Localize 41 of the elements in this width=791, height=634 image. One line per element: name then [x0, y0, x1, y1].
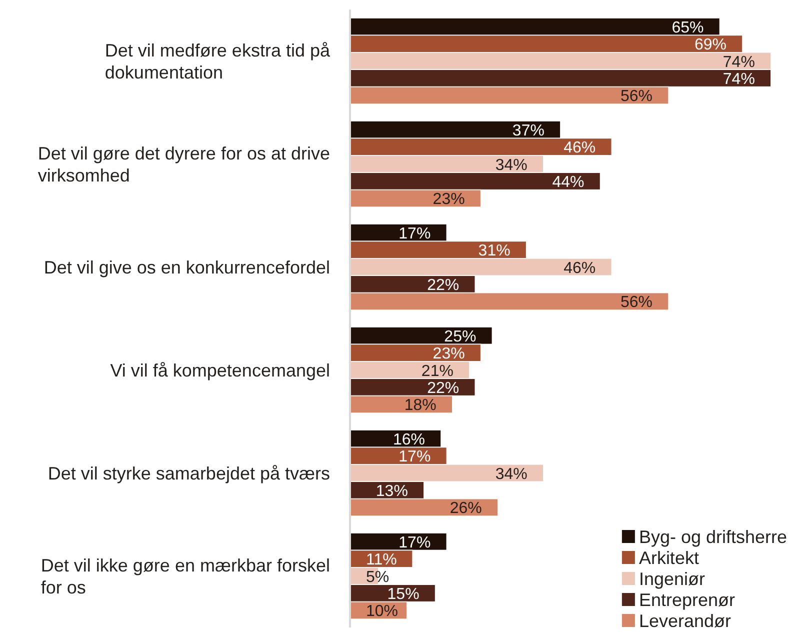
data-label: 69%: [694, 36, 726, 54]
data-label: 25%: [444, 328, 476, 346]
data-label: 74%: [722, 54, 755, 71]
data-label: 56%: [620, 88, 653, 106]
data-label: 21%: [421, 362, 454, 380]
data-label: 56%: [620, 294, 653, 312]
data-label: 46%: [564, 260, 596, 277]
data-label: 74%: [722, 70, 755, 88]
data-label: 11%: [366, 552, 397, 569]
legend-label: Byg- og driftsherre: [638, 526, 787, 547]
y-tick-label: Det vil gøre det dyrere for os at drive virksomhed: [38, 143, 330, 186]
data-label: 26%: [450, 500, 482, 518]
data-label: 37%: [512, 122, 544, 140]
data-label: 46%: [564, 140, 596, 157]
data-label: 5%: [366, 568, 390, 586]
legend-label: Ingeniør: [638, 568, 705, 589]
data-label: 17%: [398, 534, 431, 552]
data-label: 17%: [398, 225, 431, 242]
data-label: 10%: [366, 603, 398, 620]
y-tick-label: Det vil medføre ekstra tid på dokumentation: [104, 40, 331, 82]
data-label: 15%: [387, 586, 420, 603]
data-label: 31%: [478, 242, 510, 260]
y-tick-label: Det vil ikke gøre en mærkbar forskel for os: [40, 555, 330, 598]
y-tick-label: Det vil styrke samarbejdet på tværs: [48, 463, 330, 484]
data-label: 22%: [427, 380, 460, 397]
data-label: 22%: [427, 276, 460, 294]
data-label: 18%: [404, 397, 436, 414]
data-label: 34%: [495, 156, 528, 174]
y-tick-label: Det vil give os en konkurrencefordel: [44, 257, 330, 278]
legend-label: Entreprenør: [638, 590, 735, 610]
legend-label: Arkitekt: [638, 548, 699, 568]
y-tick-label: Vi vil få kompetencemangel: [110, 360, 330, 380]
data-label: 17%: [398, 448, 431, 466]
data-label: 34%: [495, 466, 528, 483]
data-label: 23%: [432, 346, 465, 363]
data-label: 44%: [552, 174, 584, 191]
data-label: 13%: [376, 482, 408, 500]
legend-label: Leverandør: [638, 610, 731, 631]
data-label: 65%: [672, 19, 704, 36]
data-label: 16%: [392, 431, 426, 448]
data-label: 23%: [432, 191, 465, 208]
